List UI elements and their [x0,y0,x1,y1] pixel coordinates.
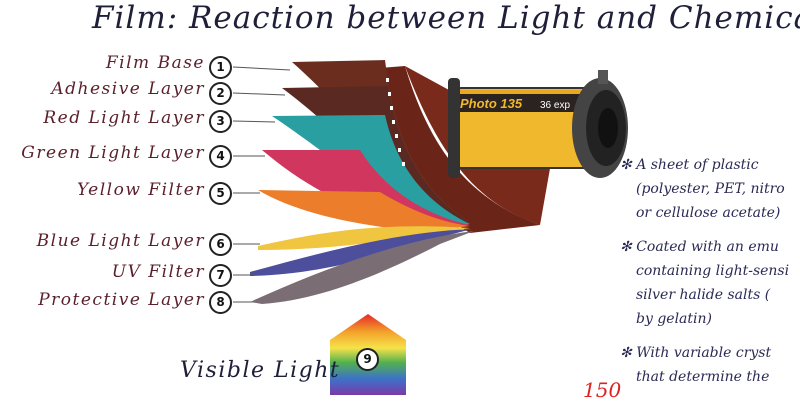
note-line: or cellulose acetate) [636,205,781,221]
layer-sheet-8 [250,231,474,304]
note-block-3: ✻ With variable cryst that determine the [620,341,789,389]
film-strip [380,66,540,233]
canister-brand: Photo 135 [460,96,523,111]
layer-sheet-7 [250,229,472,276]
note-block-2: ✻ Coated with an emu containing light-se… [620,235,789,331]
leader-lines [232,66,291,303]
margin-annotation: 150 [583,378,622,402]
note-line: With variable cryst [636,345,772,361]
layer-number-badge-7: 7 [209,264,232,287]
layer-number-badge-2: 2 [209,82,232,105]
film-canister [448,70,628,178]
notes-panel: ✻ A sheet of plastic (polyester, PET, ni… [620,153,789,399]
layer-label-uv-filter: UV Filter [111,262,205,282]
note-line: Coated with an emu [636,239,779,255]
layer-number-badge-1: 1 [209,56,232,79]
layer-label-blue-light: Blue Light Layer [36,231,205,251]
note-line: A sheet of plastic [636,157,759,173]
note-line: containing light-sensi [636,263,790,279]
layer-number-badge-5: 5 [209,182,232,205]
note-line: silver halide salts ( [636,287,771,303]
note-line: by gelatin) [636,311,712,327]
layer-label-protective: Protective Layer [38,290,205,310]
visible-light-label: Visible Light [180,358,341,383]
layer-label-green-light: Green Light Layer [21,143,205,163]
layer-sheet-6 [258,226,470,250]
layer-sheet-5 [258,190,470,232]
bullet-icon: ✻ [620,157,632,173]
layer-label-red-light: Red Light Layer [43,108,205,128]
bullet-icon: ✻ [620,239,632,255]
layer-label-adhesive: Adhesive Layer [51,79,205,99]
layer-label-film-base: Film Base [105,53,205,73]
layer-number-badge-3: 3 [209,110,232,133]
canister-exposures: 36 exp [540,100,570,111]
page-title: Film: Reaction between Light and Chemica… [92,0,800,36]
layer-number-badge-4: 4 [209,145,232,168]
note-line: (polyester, PET, nitro [636,181,785,197]
layer-number-badge-8: 8 [209,291,232,314]
note-block-1: ✻ A sheet of plastic (polyester, PET, ni… [620,153,789,225]
bullet-icon: ✻ [620,345,632,361]
visible-light-number-badge: 9 [356,348,379,371]
perforations [386,78,405,166]
layer-sheet-4 [262,150,470,230]
layer-label-yellow-filter: Yellow Filter [76,180,205,200]
layer-number-badge-6: 6 [209,233,232,256]
note-line: that determine the [636,369,770,385]
